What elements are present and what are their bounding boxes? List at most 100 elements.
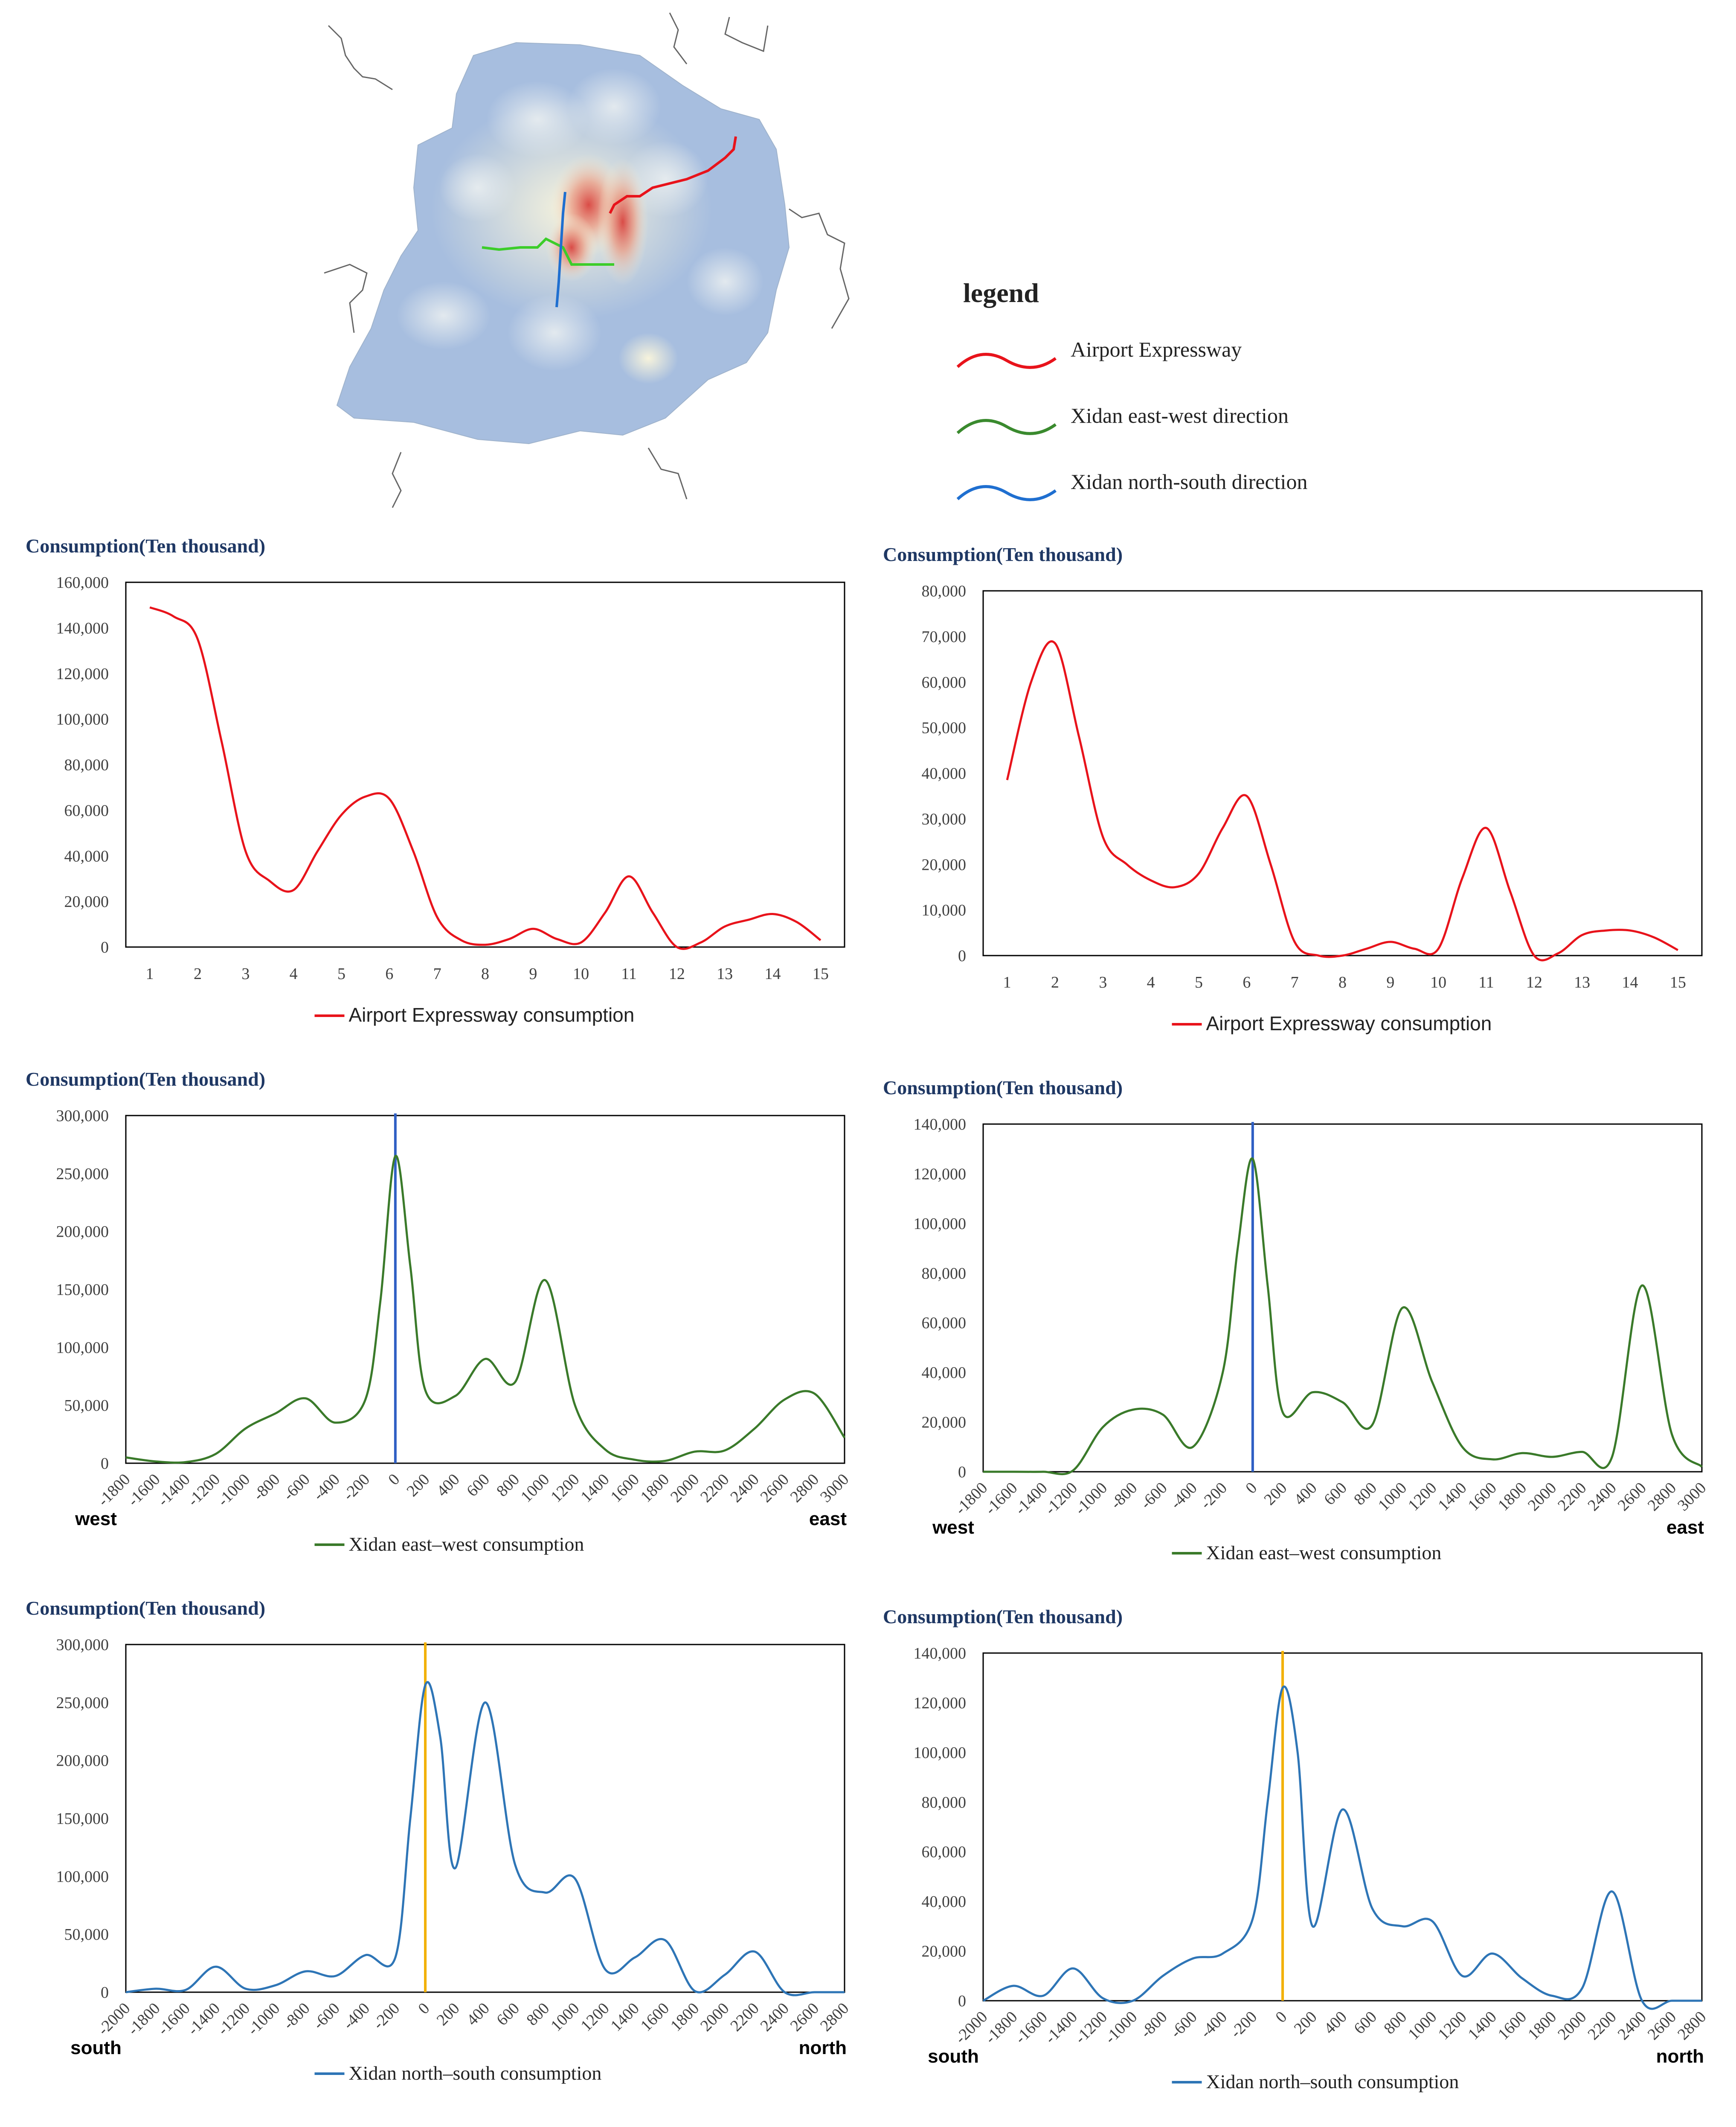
x-tick-label: -1400: [1011, 1479, 1051, 1518]
y-tick-label: 30,000: [922, 810, 967, 828]
x-tick-label: -800: [1137, 2008, 1171, 2042]
x-tick-label: 2200: [697, 1470, 732, 1506]
x-tick-label: 400: [1291, 1479, 1321, 1509]
map-legend: legend Airport Expressway Xidan east-wes…: [955, 273, 1382, 512]
x-tick-label: -1000: [244, 1999, 283, 2039]
y-tick-label: 150,000: [56, 1810, 109, 1828]
x-tick-label: -800: [1107, 1479, 1141, 1513]
x-tick-label: 800: [493, 1470, 523, 1500]
x-tick-label: -2000: [94, 1999, 134, 2039]
x-tick-label: -2000: [952, 2008, 991, 2047]
y-tick-label: 80,000: [922, 1264, 967, 1282]
axis-end-label-right: east: [1666, 1517, 1704, 1538]
x-tick-label: 1800: [637, 1470, 673, 1506]
x-tick-label: 1200: [1434, 2008, 1470, 2043]
chart-title: Consumption(Ten thousand): [883, 1606, 1123, 1627]
x-tick-label: -1400: [184, 1999, 224, 2039]
x-tick-label: 1000: [1375, 1479, 1410, 1514]
x-tick-label: 1600: [1495, 2008, 1530, 2043]
x-tick-label: 2600: [787, 1999, 822, 2035]
series-line: [1006, 640, 1678, 962]
y-tick-label: 20,000: [922, 1943, 967, 1961]
x-tick-label: 1800: [667, 1999, 703, 2035]
y-tick-label: 200,000: [56, 1752, 109, 1770]
x-tick-label: 1000: [1405, 2008, 1440, 2043]
x-tick-label: 2400: [1584, 1479, 1620, 1514]
x-tick-label: 3000: [817, 1470, 852, 1506]
x-tick-label: -1200: [214, 1999, 253, 2039]
y-tick-label: 50,000: [64, 1397, 109, 1415]
y-tick-label: 100,000: [56, 711, 109, 729]
x-tick-label: 200: [433, 1999, 463, 2029]
axis-end-label-left: west: [932, 1517, 974, 1538]
x-tick-label: 2800: [1674, 2008, 1710, 2043]
axis-end-label-right: north: [1656, 2046, 1704, 2067]
x-tick-label: 2800: [787, 1470, 822, 1506]
x-tick-label: 0: [1242, 1479, 1260, 1497]
consumption-heat-map: [324, 12, 850, 508]
y-tick-label: 20,000: [922, 856, 967, 874]
y-tick-label: 0: [101, 1984, 109, 2002]
x-tick-label: -1400: [1042, 2008, 1081, 2047]
x-tick-label: -1600: [1011, 2008, 1051, 2047]
x-tick-label: 200: [1260, 1479, 1290, 1509]
axis-end-label-left: south: [70, 2037, 122, 2058]
district-boundaries: [324, 12, 850, 508]
x-tick-label: 1400: [607, 1999, 642, 2035]
x-tick-label: 5: [337, 965, 345, 983]
x-tick-label: -400: [340, 1999, 373, 2033]
chart-svg: Consumption(Ten thousand) 0 20,000 40,000 60…: [883, 1077, 1710, 1563]
x-tick-label: 2400: [757, 1999, 793, 2035]
x-tick-label: -800: [250, 1470, 283, 1504]
x-tick-label: -1000: [1071, 1479, 1111, 1518]
legend-item-xidan-east-west: Xidan east-west direction: [955, 403, 1382, 442]
x-tick-label: -600: [310, 1999, 343, 2033]
x-tick-label: 13: [1574, 973, 1590, 991]
x-tick-label: 600: [1350, 2008, 1380, 2038]
x-tick-label: 0: [415, 1999, 433, 2018]
x-tick-label: -1200: [184, 1470, 224, 1510]
x-tick-label: 2000: [1524, 1479, 1560, 1514]
chart-title: Consumption(Ten thousand): [26, 1597, 265, 1619]
chart-title: Consumption(Ten thousand): [883, 543, 1123, 565]
y-tick-label: 10,000: [922, 901, 967, 919]
x-tick-label: 15: [1670, 973, 1686, 991]
x-tick-label: 600: [493, 1999, 523, 2029]
x-tick-label: 1800: [1495, 1479, 1530, 1514]
y-tick-label: 140,000: [56, 619, 109, 637]
x-tick-label: -600: [1167, 2008, 1201, 2042]
axis-end-label-left: south: [928, 2046, 979, 2067]
y-tick-label: 0: [958, 1463, 966, 1481]
plot-area-frame: [125, 1644, 845, 1993]
y-tick-label: 60,000: [64, 802, 109, 819]
x-tick-label: -1000: [1101, 2008, 1141, 2047]
x-tick-label: 600: [1321, 1479, 1350, 1509]
x-tick-label: 2000: [1554, 2008, 1590, 2043]
plot-area-frame: [125, 581, 845, 948]
x-tick-label: 2800: [1644, 1479, 1680, 1514]
x-tick-label: -1200: [1042, 1479, 1081, 1518]
x-tick-label: -1600: [981, 1479, 1021, 1518]
x-tick-label: 1: [1003, 973, 1011, 991]
x-tick-label: 1600: [1464, 1479, 1500, 1514]
x-tick-label: -200: [1227, 2008, 1260, 2042]
series-legend-label: Airport Expressway consumption: [1206, 1012, 1492, 1034]
chart-svg: Consumption(Ten thousand) 0 20,000 40,000 60…: [883, 1606, 1710, 2092]
x-tick-label: 3: [241, 965, 250, 983]
series-legend-label: Xidan north–south consumption: [349, 2062, 602, 2084]
x-tick-label: 3000: [1674, 1479, 1710, 1514]
y-tick-label: 60,000: [922, 1843, 967, 1861]
chart-svg: Consumption(Ten thousand) 0 50,000 100,000 1…: [26, 1068, 852, 1555]
x-tick-label: -1400: [154, 1470, 193, 1510]
x-tick-label: 2200: [1584, 2008, 1620, 2043]
series-legend-label: Airport Expressway consumption: [349, 1004, 635, 1026]
series-line: [982, 1685, 1702, 2010]
x-tick-label: 1200: [1405, 1479, 1440, 1514]
legend-label: Airport Expressway: [1071, 337, 1242, 361]
x-tick-label: 2000: [697, 1999, 732, 2035]
x-tick-label: -400: [310, 1470, 343, 1504]
y-tick-label: 60,000: [922, 674, 967, 692]
chart-svg: Consumption(Ten thousand) 0 50,000 100,000 1…: [26, 1597, 852, 2084]
y-tick-label: 0: [101, 1455, 109, 1473]
x-tick-label: 1: [146, 965, 154, 983]
